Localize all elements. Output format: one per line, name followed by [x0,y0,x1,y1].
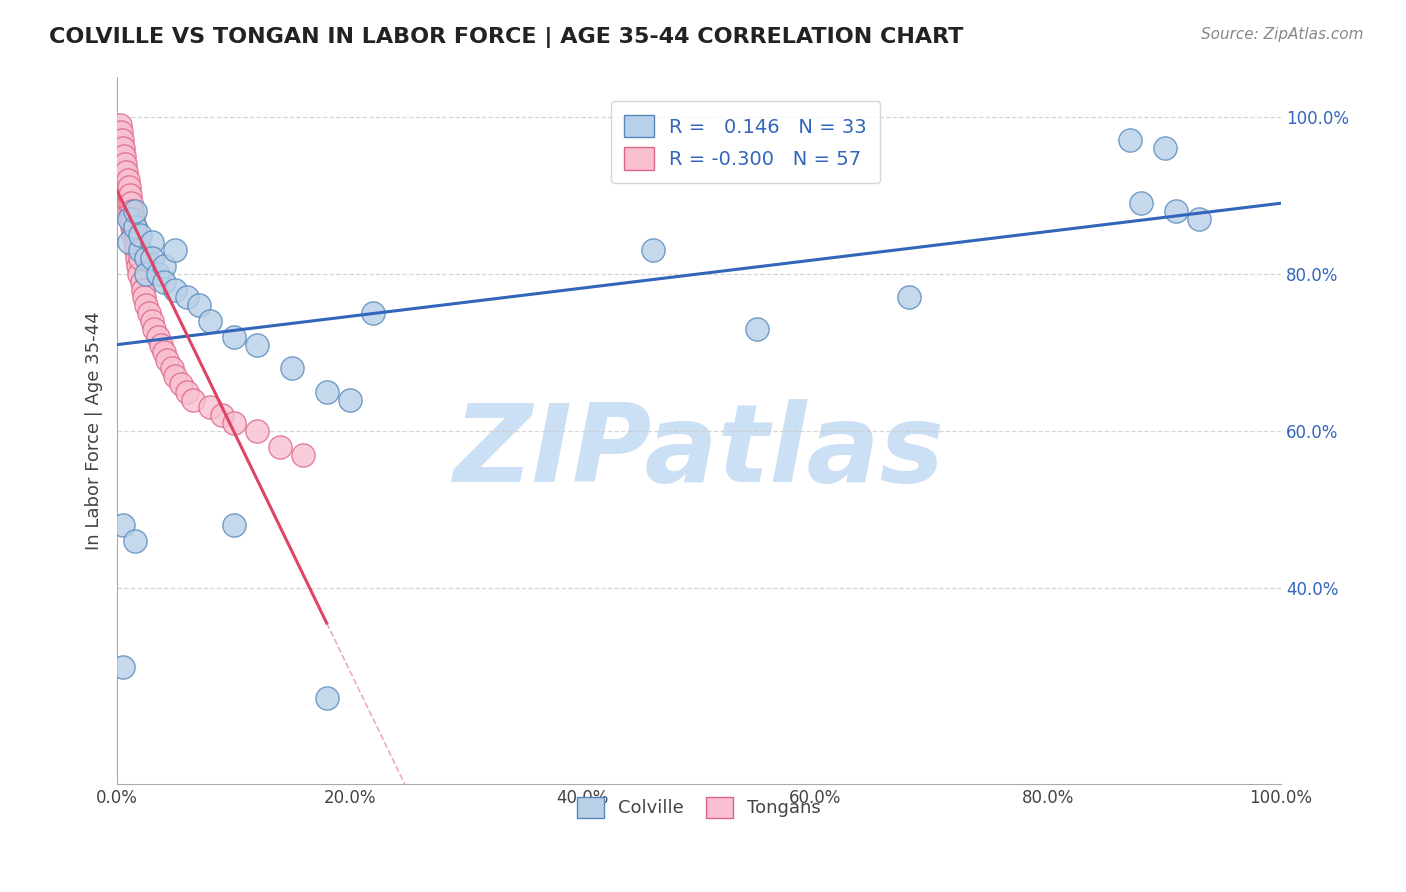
Point [138,306,160,320]
Point [1153,141,1175,155]
Point [132,290,155,304]
Point [111,659,134,673]
Point [246,424,269,438]
Point [120,211,142,226]
Point [152,345,174,359]
Point [114,157,136,171]
Point [124,219,146,234]
Point [118,211,141,226]
Point [124,219,146,234]
Point [121,204,143,219]
Point [112,149,135,163]
Point [125,227,148,242]
Point [165,283,187,297]
Point [111,149,134,163]
Point [110,125,132,139]
Point [108,118,131,132]
Point [747,322,769,336]
Point [1130,196,1153,211]
Point [135,267,157,281]
Point [141,314,163,328]
Point [361,306,384,320]
Point [200,401,222,415]
Point [246,337,269,351]
Text: COLVILLE VS TONGAN IN LABOR FORCE | AGE 35-44 CORRELATION CHART: COLVILLE VS TONGAN IN LABOR FORCE | AGE … [49,27,963,48]
Point [118,196,141,211]
Point [897,290,920,304]
Point [281,361,304,376]
Point [165,244,187,258]
Point [170,376,193,391]
Point [122,211,145,226]
Point [111,157,134,171]
Point [160,361,183,376]
Point [152,259,174,273]
Point [165,368,187,383]
Point [200,314,222,328]
Point [150,337,173,351]
Point [176,384,198,399]
Point [115,180,138,194]
Point [211,408,233,422]
Point [114,172,136,186]
Point [117,172,139,186]
Point [135,298,157,312]
Point [108,133,131,147]
Point [121,219,143,234]
Point [111,133,134,147]
Point [125,251,148,265]
Point [292,448,315,462]
Point [128,267,150,281]
Point [110,141,132,155]
Point [146,329,169,343]
Legend: Colville, Tongans: Colville, Tongans [569,789,828,825]
Point [120,196,142,211]
Point [339,392,361,407]
Point [146,267,169,281]
Point [118,188,141,202]
Point [112,164,135,178]
Point [129,251,152,265]
Point [141,235,163,250]
Point [127,259,149,273]
Point [156,353,179,368]
Point [125,244,148,258]
Point [222,329,245,343]
Point [124,235,146,250]
Point [315,384,337,399]
Point [152,275,174,289]
Point [118,204,141,219]
Point [124,204,146,219]
Point [132,283,155,297]
Point [129,227,152,242]
Point [107,125,129,139]
Y-axis label: In Labor Force | Age 35-44: In Labor Force | Age 35-44 [86,311,103,550]
Point [222,518,245,533]
Point [176,290,198,304]
Point [141,251,163,265]
Point [641,244,664,258]
Point [135,251,157,265]
Point [1166,204,1188,219]
Point [111,518,134,533]
Point [131,275,153,289]
Point [1188,211,1211,226]
Text: ZIPatlas: ZIPatlas [454,399,945,505]
Point [115,164,138,178]
Point [111,141,134,155]
Text: Source: ZipAtlas.com: Source: ZipAtlas.com [1201,27,1364,42]
Point [269,440,291,454]
Point [117,188,139,202]
Point [222,416,245,430]
Point [122,227,145,242]
Point [143,322,166,336]
Point [118,235,141,250]
Point [315,691,337,706]
Point [181,392,204,407]
Point [187,298,209,312]
Point [124,533,146,548]
Point [118,180,141,194]
Point [1118,133,1140,147]
Point [129,244,152,258]
